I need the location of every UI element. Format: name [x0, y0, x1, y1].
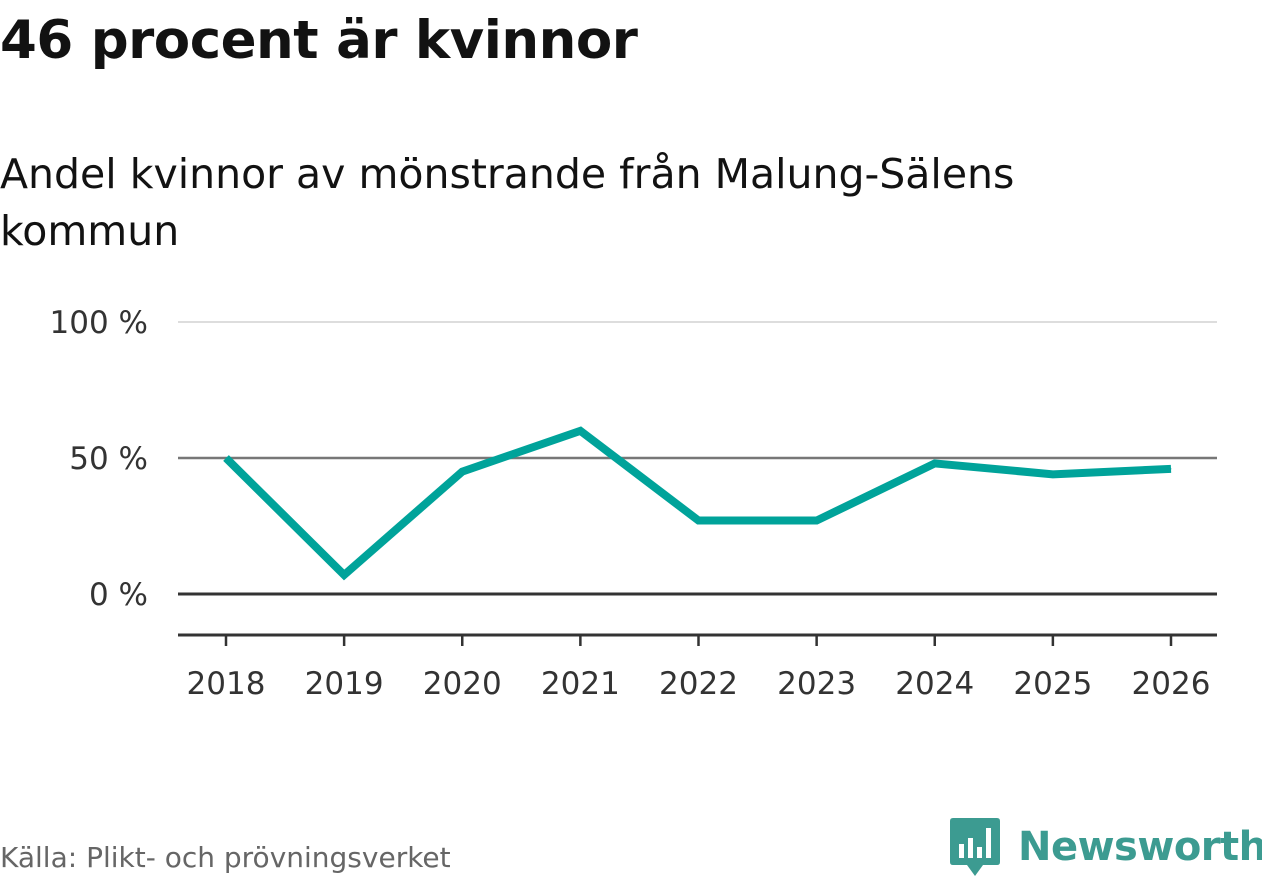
data-point: [816, 520, 818, 522]
y-axis-labels: 0 % 50 % 100 %: [50, 305, 148, 613]
series-line-0: [223, 426, 1172, 581]
x-tick-label: 2019: [305, 666, 384, 702]
x-tick-label: 2025: [1013, 666, 1092, 702]
logo-bar-4: [986, 828, 991, 858]
brand-logo: Newsworthy: [950, 818, 1262, 876]
series-lines: [223, 426, 1172, 581]
data-point: [225, 457, 227, 459]
data-point: [698, 520, 699, 522]
logo-bar-2: [968, 838, 973, 858]
y-tick-label: 100 %: [50, 305, 148, 341]
logo-bubble-shape: [950, 818, 1000, 876]
x-tick-label: 2020: [423, 666, 502, 702]
data-point: [579, 430, 581, 432]
data-point: [1052, 473, 1054, 475]
logo-bar-1: [959, 844, 964, 858]
y-tick-label: 50 %: [69, 441, 148, 477]
x-tick-label: 2023: [777, 666, 856, 702]
x-axis: [178, 633, 1217, 646]
x-tick-label: 2024: [895, 666, 974, 702]
source-note: Källa: Plikt- och prövningsverket: [0, 841, 451, 874]
data-point: [1170, 468, 1172, 470]
x-tick-label: 2018: [187, 666, 266, 702]
data-point: [461, 471, 463, 473]
logo-bar-3: [977, 847, 982, 858]
brand-name: Newsworthy: [1018, 824, 1262, 870]
chart-title: 46 procent är kvinnor: [0, 10, 638, 71]
data-point: [934, 462, 936, 464]
grid-lines: [178, 321, 1217, 596]
x-tick-label: 2022: [659, 666, 738, 702]
data-point: [343, 574, 345, 576]
x-axis-labels: 2018 2019 2020 2021 2022 2023 2024 2025 2026: [187, 666, 1211, 702]
y-tick-label: 0 %: [89, 577, 148, 613]
chart-subtitle: Andel kvinnor av mönstrande från Malung-…: [0, 150, 1015, 255]
bar-chart-speech-icon: [950, 818, 1000, 876]
x-tick-label: 2026: [1132, 666, 1211, 702]
x-tick-label: 2021: [541, 666, 620, 702]
